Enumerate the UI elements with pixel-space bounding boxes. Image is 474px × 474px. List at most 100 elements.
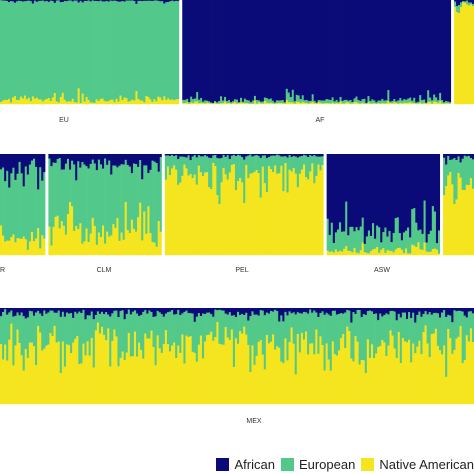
- bar-segment-african: [159, 154, 163, 158]
- bar-segment-african: [111, 0, 114, 2]
- bar-segment-african: [99, 0, 102, 1]
- bar-segment-native-american: [259, 197, 263, 256]
- bar-segment-african: [111, 308, 114, 314]
- bar-segment-native-american: [278, 347, 281, 405]
- bar-segment-european: [212, 155, 215, 164]
- bar-segment-european: [391, 310, 394, 336]
- bar-segment-native-american: [118, 240, 121, 256]
- bar-segment-european: [397, 313, 401, 333]
- bar-segment-european: [95, 170, 99, 245]
- bar-segment-native-american: [147, 96, 150, 105]
- bar-segment-native-american: [199, 172, 203, 256]
- bar-segment-african: [20, 154, 24, 174]
- bar-segment-native-american: [382, 248, 385, 256]
- bar-segment-african: [238, 0, 241, 103]
- bar-segment-african: [129, 308, 133, 315]
- bar-segment-native-american: [230, 164, 234, 256]
- bar-segment-african: [251, 0, 255, 101]
- bar-segment-european: [409, 97, 412, 103]
- bar-segment-native-american: [37, 99, 41, 105]
- bar-segment-native-american: [75, 102, 79, 105]
- bar-segment-european: [327, 314, 331, 360]
- bar-segment-european: [436, 313, 440, 346]
- bar-segment-european: [247, 100, 251, 104]
- bar-segment-african: [361, 0, 364, 100]
- bar-segment-native-american: [339, 250, 342, 256]
- bar-segment-native-american: [313, 102, 317, 105]
- bar-segment-european: [265, 312, 269, 336]
- bar-segment-native-american: [413, 103, 416, 105]
- bar-segment-european: [471, 313, 474, 343]
- bar-segment-african: [201, 308, 205, 314]
- bar-segment-native-american: [129, 100, 132, 105]
- bar-segment-european: [335, 99, 338, 104]
- bar-segment-native-american: [171, 168, 174, 256]
- bar-segment-african: [125, 0, 128, 1]
- bar-segment-african: [447, 154, 450, 157]
- bar-segment-native-american: [53, 325, 56, 405]
- bar-segment-african: [197, 154, 201, 156]
- bar-segment-native-american: [298, 173, 302, 256]
- bar-segment-native-american: [97, 101, 100, 105]
- bar-segment-african: [429, 154, 433, 231]
- bar-segment-native-american: [41, 350, 44, 405]
- bar-segment-native-american: [396, 247, 400, 256]
- bar-segment-native-american: [463, 360, 467, 405]
- bar-segment-native-american: [259, 103, 263, 105]
- bar-segment-african: [305, 154, 308, 156]
- bar-segment-african: [89, 154, 93, 165]
- bar-segment-native-american: [317, 353, 320, 405]
- bar-segment-african: [230, 0, 233, 103]
- bar-segment-african: [192, 0, 195, 100]
- bar-segment-european: [95, 1, 98, 100]
- bar-segment-african: [430, 308, 434, 315]
- bar-segment-native-american: [153, 99, 156, 105]
- bar-segment-african: [274, 154, 277, 156]
- bar-segment-european: [472, 3, 474, 7]
- bar-segment-african: [457, 308, 460, 311]
- bar-segment-african: [368, 308, 372, 311]
- bar-segment-african: [408, 308, 411, 313]
- bar-segment-native-american: [0, 343, 3, 405]
- bar-segment-native-american: [298, 352, 302, 405]
- bar-segment-african: [191, 154, 195, 157]
- bar-segment-native-american: [241, 102, 245, 105]
- bar-segment-african: [97, 0, 100, 2]
- bar-segment-european: [135, 3, 138, 92]
- bar-segment-native-american: [297, 101, 301, 105]
- bar-segment-european: [405, 319, 409, 343]
- bar-segment-native-american: [22, 370, 26, 405]
- bar-segment-native-american: [263, 183, 267, 256]
- bar-segment-native-american: [65, 101, 69, 105]
- bar-segment-european: [429, 97, 432, 103]
- bar-segment-european: [117, 1, 120, 102]
- bar-segment-african: [110, 154, 113, 175]
- bar-segment-european: [52, 162, 55, 228]
- bar-segment-european: [58, 158, 62, 229]
- bar-segment-european: [37, 0, 41, 100]
- bar-segment-european: [267, 156, 271, 167]
- bar-segment-native-american: [142, 358, 145, 405]
- bar-segment-native-american: [117, 101, 120, 105]
- bar-segment-native-american: [261, 354, 265, 405]
- bar-segment-african: [95, 154, 99, 171]
- bar-segment-native-american: [309, 171, 312, 256]
- bar-segment-native-american: [263, 101, 267, 105]
- bar-segment-african: [160, 308, 164, 315]
- bar-segment-european: [465, 317, 469, 336]
- bar-segment-european: [87, 0, 90, 101]
- bar-segment-african: [153, 154, 156, 162]
- bar-segment-african: [208, 154, 211, 158]
- bar-segment-european: [138, 315, 141, 343]
- bar-segment-african: [81, 0, 84, 3]
- bar-segment-native-american: [37, 326, 40, 405]
- bar-segment-native-american: [234, 102, 237, 105]
- bar-segment-native-american: [75, 225, 78, 256]
- bar-segment-european: [159, 1, 162, 98]
- bar-segment-european: [100, 311, 104, 328]
- bar-segment-european: [198, 99, 201, 104]
- bar-segment-european: [45, 313, 48, 346]
- bar-segment-european: [39, 167, 42, 249]
- bar-segment-african: [294, 308, 298, 315]
- bar-segment-african: [222, 308, 225, 311]
